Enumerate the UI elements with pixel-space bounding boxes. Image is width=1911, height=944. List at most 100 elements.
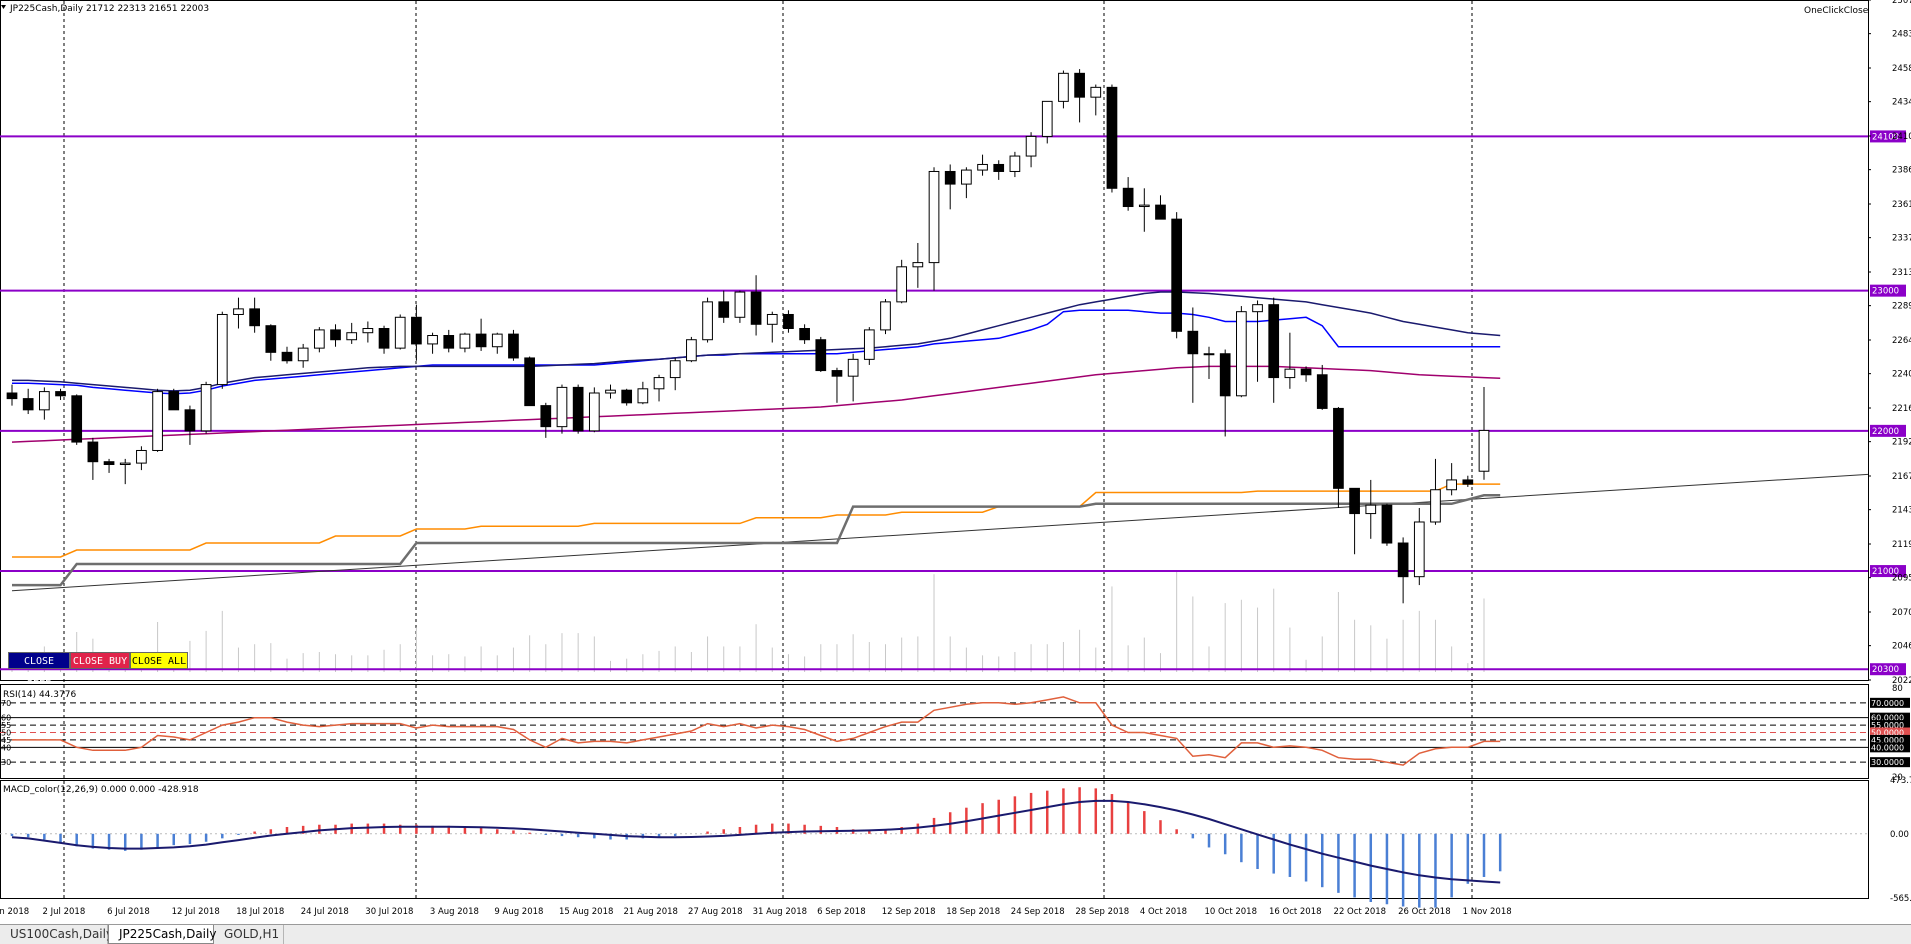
candle-down xyxy=(524,357,535,407)
close-sell-button[interactable]: CLOSE SELL xyxy=(8,652,70,684)
tab-gold[interactable]: GOLD,H1 xyxy=(214,925,284,944)
date-axis-label: 24 Sep 2018 xyxy=(1011,907,1065,917)
candle-down xyxy=(330,329,341,341)
date-axis-label: 9 Aug 2018 xyxy=(494,907,543,917)
candle-up xyxy=(1430,489,1441,523)
candle-down xyxy=(1381,504,1393,544)
price-axis-label: 22408 xyxy=(1892,370,1911,380)
rsi-level-tag xyxy=(1870,742,1910,753)
rsi-level-tag xyxy=(1870,734,1910,745)
candle-up xyxy=(1413,521,1425,578)
candle-down xyxy=(87,441,99,463)
price-axis-label: 21438 xyxy=(1892,506,1911,516)
date-axis-label: 10 Oct 2018 xyxy=(1204,907,1257,917)
rsi-level-tag xyxy=(1870,712,1910,723)
candle-down xyxy=(1155,204,1166,220)
moving-average-line xyxy=(12,483,1501,558)
price-axis-label: 22893 xyxy=(1892,302,1911,312)
rsi-left-label: 70 xyxy=(1,699,11,708)
rsi-level-tag xyxy=(1870,697,1910,708)
candle-up xyxy=(847,358,859,377)
tab-jp225cash[interactable]: JP225Cash,Daily xyxy=(108,925,216,944)
candle-up xyxy=(977,163,988,171)
rsi-line xyxy=(12,696,1501,766)
candle-down xyxy=(1219,353,1231,397)
candle-down xyxy=(184,409,196,432)
close-buy-button[interactable]: CLOSE BUY xyxy=(70,652,130,669)
date-axis-label: 12 Jul 2018 xyxy=(172,907,220,917)
candle-up xyxy=(200,384,212,432)
rsi-level-text: 30.0000 xyxy=(1871,758,1904,767)
macd-axis-label: -565.131 xyxy=(1890,894,1911,904)
candle-down xyxy=(993,163,1005,172)
candle-down xyxy=(281,351,293,362)
price-axis-label: 20953 xyxy=(1892,574,1911,584)
candle-up xyxy=(38,391,50,411)
candle-up xyxy=(766,313,778,325)
price-axis-label: 24833 xyxy=(1892,30,1911,40)
candle-down xyxy=(103,461,115,466)
candle-up xyxy=(1365,504,1377,515)
candle-down xyxy=(1106,86,1118,189)
price-axis-label: 23133 xyxy=(1892,268,1911,278)
candle-up xyxy=(637,388,649,404)
candle-up xyxy=(427,335,438,345)
candle-down xyxy=(168,391,180,411)
date-axis-label: 22 Oct 2018 xyxy=(1334,907,1387,917)
candle-down xyxy=(1187,330,1199,355)
date-axis-label: 30 Jul 2018 xyxy=(365,907,413,917)
chart-header-label: JP225Cash,Daily 21712 22313 21651 22003 xyxy=(9,4,209,14)
chart-tabs-bar: US100Cash,Daily JP225Cash,Daily GOLD,H1 xyxy=(0,924,1911,944)
date-axis-label: 31 Aug 2018 xyxy=(753,907,807,917)
candle-down xyxy=(1462,479,1474,485)
level-tag-text: 24100 xyxy=(1872,132,1899,142)
candle-down xyxy=(1349,487,1360,515)
candle-down xyxy=(55,391,66,397)
price-axis-label: 25073 xyxy=(1892,0,1911,6)
candle-up xyxy=(459,333,471,349)
date-axis-label: 6 Sep 2018 xyxy=(817,907,865,917)
moving-average-line xyxy=(11,365,1501,443)
candle-down xyxy=(475,333,487,348)
candle-down xyxy=(378,328,390,349)
chart-window[interactable]: 24100 23000 22000 21000 20300 25073 24833 24588… xyxy=(0,0,1911,924)
macd-title: MACD_color(12,26,9) 0.000 0.000 -428.918 xyxy=(3,785,199,795)
candle-up xyxy=(1236,311,1247,397)
candle-up xyxy=(961,169,972,185)
candle-down xyxy=(1171,218,1183,332)
price-axis-label: 20223 xyxy=(1892,676,1911,686)
candle-up xyxy=(686,339,697,362)
candle-up xyxy=(1284,368,1296,379)
candle-down xyxy=(22,398,34,411)
candle-down xyxy=(1074,72,1085,98)
candle-down xyxy=(572,386,584,432)
price-axis-label: 23378 xyxy=(1892,234,1911,244)
candle-down xyxy=(540,405,552,428)
date-axis-label: 18 Sep 2018 xyxy=(946,907,1000,917)
candle-up xyxy=(136,449,147,464)
candle-up xyxy=(1041,100,1053,137)
candle-up xyxy=(912,262,924,268)
date-axis-label: 4 Oct 2018 xyxy=(1140,907,1187,917)
date-axis-label: 21 Aug 2018 xyxy=(623,907,677,917)
price-axis-label: 24103 xyxy=(1892,132,1911,142)
macd-signal-line xyxy=(11,799,1501,884)
candle-up xyxy=(1478,429,1490,472)
oneclickclose-label: OneClickClose xyxy=(1804,6,1869,16)
rsi-left-label: 40 xyxy=(1,743,11,752)
price-axis-label: 24588 xyxy=(1892,64,1911,74)
price-axis-label: 23863 xyxy=(1892,166,1911,176)
candle-down xyxy=(508,333,519,359)
candle-up xyxy=(896,266,908,303)
moving-average-line xyxy=(12,494,1501,587)
tab-us100cash[interactable]: US100Cash,Daily xyxy=(0,925,113,944)
candle-up xyxy=(216,313,228,386)
chart-canvas[interactable]: 24100 23000 22000 21000 20300 25073 24833 24588… xyxy=(0,0,1911,924)
candle-down xyxy=(265,325,277,353)
close-all-button[interactable]: CLOSE ALL xyxy=(130,652,188,669)
macd-axis-label: 0.00 xyxy=(1890,830,1909,840)
level-tag-22000 xyxy=(1870,424,1906,437)
moving-average-line xyxy=(12,291,1501,392)
date-axis-label: 28 Sep 2018 xyxy=(1075,907,1129,917)
rsi-level-tag xyxy=(1870,720,1910,731)
